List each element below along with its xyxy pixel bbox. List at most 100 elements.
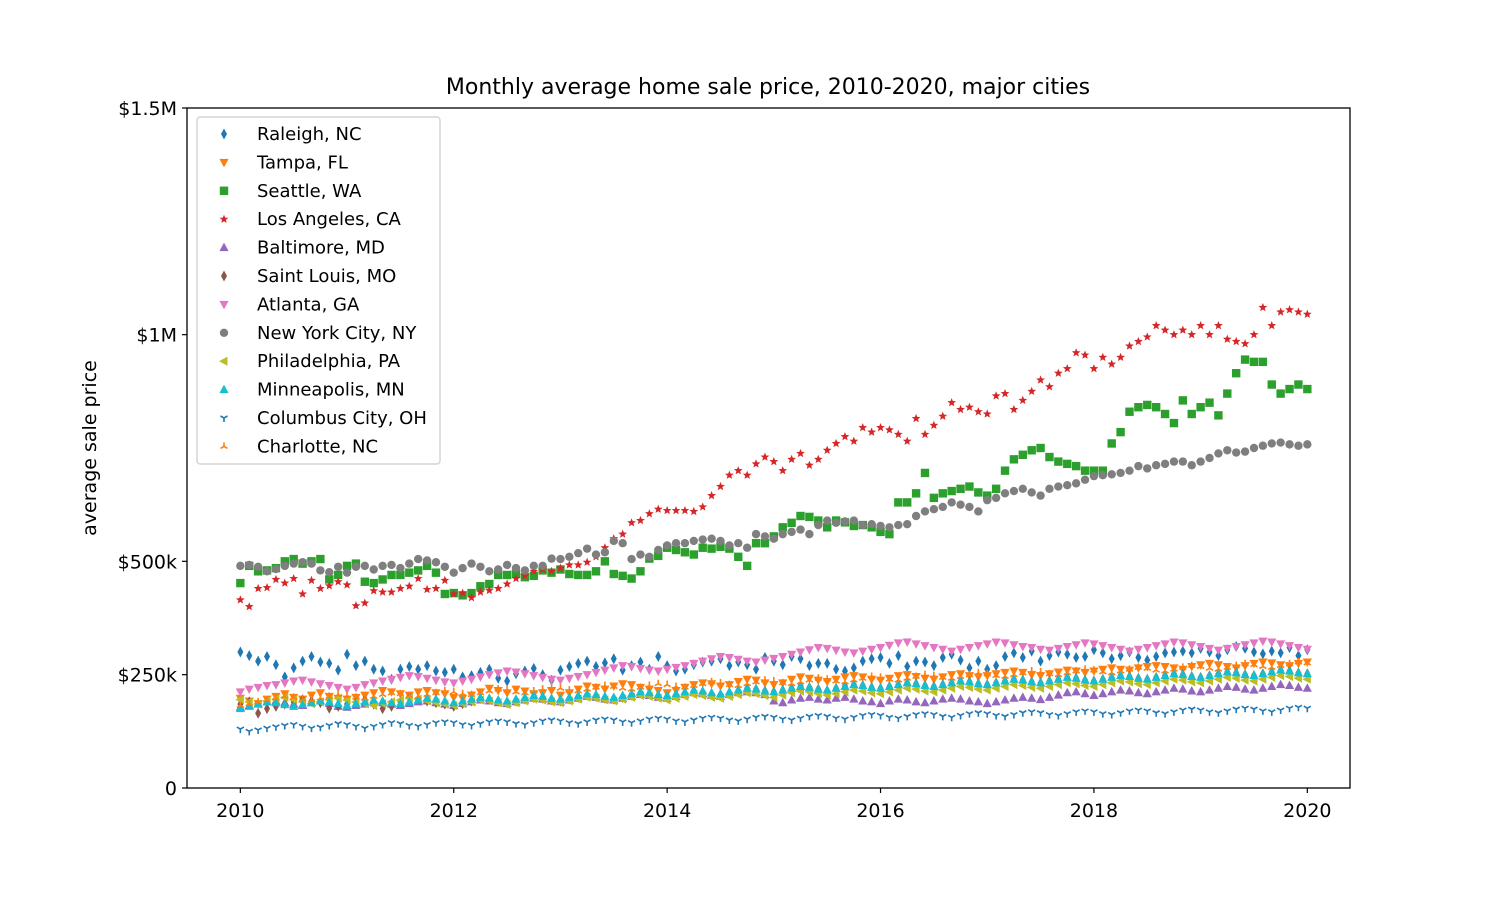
data-point: [529, 561, 538, 571]
data-point: [1196, 643, 1206, 652]
data-point: [867, 672, 876, 680]
data-point: [529, 571, 538, 581]
data-point: [1134, 461, 1143, 471]
data-point: [591, 668, 601, 678]
data-point: [546, 675, 557, 685]
data-point: [1170, 646, 1177, 658]
data-point: [289, 559, 298, 568]
data-point: [1196, 686, 1206, 696]
data-point: [1302, 683, 1312, 692]
data-point: [280, 692, 289, 700]
data-point: [351, 683, 361, 693]
data-point: [1107, 686, 1117, 696]
data-point: [467, 690, 476, 698]
data-point: [1134, 403, 1143, 412]
data-point: [1071, 641, 1081, 650]
data-point: [1037, 655, 1044, 667]
data-point: [315, 689, 325, 698]
data-point: [913, 655, 920, 667]
data-point: [289, 701, 299, 710]
data-point: [1240, 669, 1250, 679]
data-point: [840, 692, 850, 701]
axes: 2010 2012 2014 2016 2018 2020 0 $250k $500k $1M $1…: [118, 98, 1351, 822]
data-point: [1144, 654, 1151, 666]
data-point: [413, 554, 423, 564]
data-point: [618, 690, 628, 700]
data-point: [1161, 710, 1169, 718]
data-point: [733, 655, 743, 665]
data-point: [689, 681, 698, 689]
legend-marker: [220, 442, 228, 450]
data-point: [609, 536, 618, 546]
data-point: [1116, 670, 1126, 680]
data-point: [520, 692, 530, 701]
data-point: [831, 518, 841, 527]
data-point: [573, 672, 583, 682]
data-point: [938, 679, 948, 689]
data-point: [413, 672, 423, 682]
data-point: [325, 722, 334, 730]
data-point: [1294, 380, 1303, 389]
data-point: [939, 651, 946, 663]
data-point: [653, 667, 663, 677]
data-point: [574, 570, 583, 580]
data-point: [992, 712, 1001, 720]
data-point: [805, 713, 814, 721]
data-point: [1205, 664, 1214, 672]
data-point: [1178, 457, 1188, 466]
data-point: [894, 520, 903, 530]
data-point: [1161, 667, 1169, 674]
data-point: [1276, 307, 1286, 316]
data-point: [813, 454, 823, 464]
data-point: [538, 718, 547, 725]
data-point: [467, 559, 476, 568]
data-point: [752, 677, 760, 685]
data-point: [957, 654, 964, 666]
data-point: [680, 662, 690, 671]
data-point: [440, 686, 449, 694]
data-point: [600, 666, 610, 676]
data-point: [1258, 708, 1267, 715]
data-point: [778, 653, 788, 662]
data-point: [654, 551, 663, 561]
data-point: [956, 672, 965, 680]
data-point: [627, 574, 636, 583]
data-point: [1151, 461, 1161, 470]
data-point: [795, 673, 806, 682]
data-point: [1089, 466, 1099, 475]
data-point: [584, 655, 591, 667]
data-point: [1303, 440, 1312, 449]
data-point: [609, 682, 618, 690]
data-point: [725, 541, 734, 550]
data-point: [1082, 651, 1089, 663]
data-point: [993, 660, 1000, 672]
data-point: [921, 710, 929, 718]
data-point: [1116, 685, 1126, 694]
data-point: [601, 681, 609, 689]
data-point: [858, 647, 868, 657]
data-point: [753, 663, 760, 675]
data-point: [1293, 643, 1304, 653]
data-point: [1062, 643, 1072, 652]
legend-item: Los Angeles, CA: [219, 209, 402, 230]
data-point: [849, 714, 858, 722]
data-point: [797, 653, 804, 665]
data-point: [1071, 348, 1081, 357]
data-point: [938, 673, 947, 681]
data-point: [405, 722, 414, 730]
data-point: [414, 692, 423, 700]
data-point: [831, 646, 841, 656]
data-point: [653, 504, 663, 513]
data-point: [1169, 457, 1179, 466]
data-point: [1071, 673, 1081, 682]
data-point: [929, 643, 939, 653]
data-point: [893, 694, 903, 703]
data-point: [973, 673, 983, 682]
data-point: [778, 466, 788, 475]
data-point: [538, 561, 547, 571]
data-point: [618, 684, 627, 691]
data-point: [1284, 642, 1295, 651]
data-point: [982, 679, 992, 689]
data-point: [360, 681, 370, 690]
data-point: [929, 675, 939, 685]
